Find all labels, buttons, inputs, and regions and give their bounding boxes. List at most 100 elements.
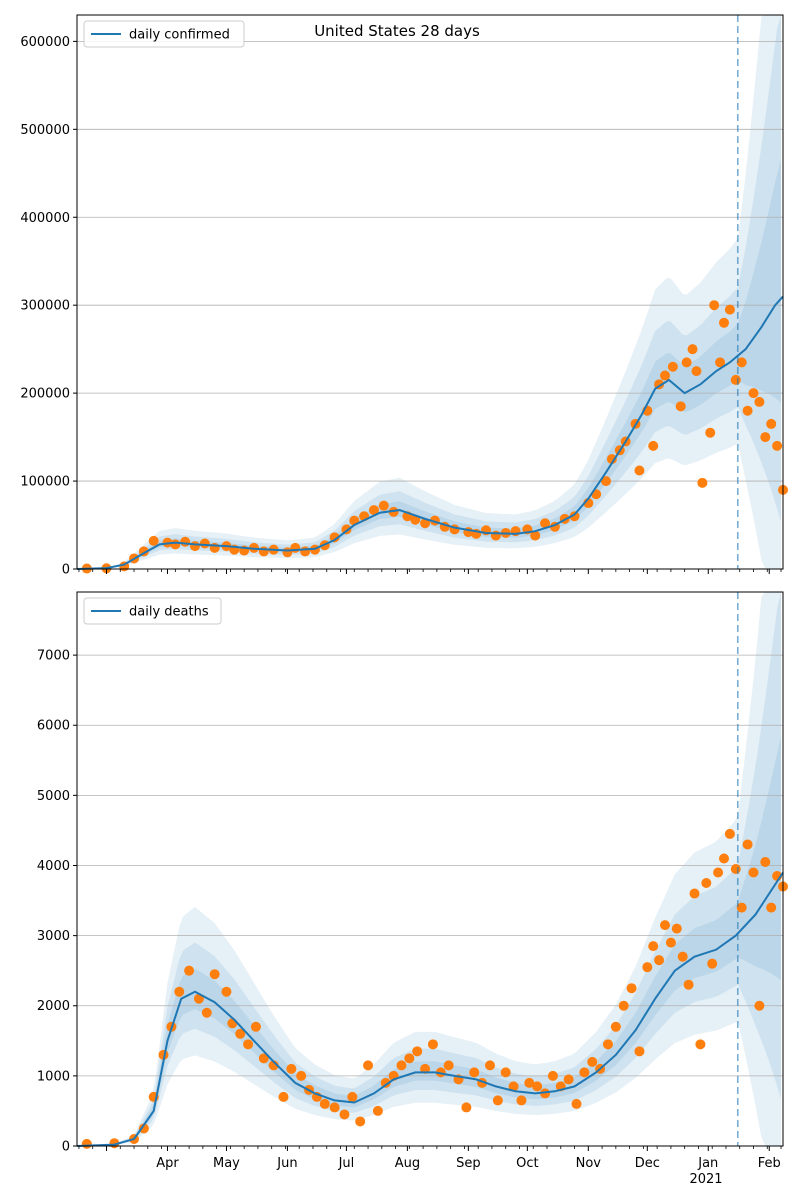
deaths-observation-point (278, 1091, 289, 1102)
deaths-observation-point (221, 986, 232, 997)
confirmed-observation-point (730, 374, 741, 385)
deaths-observation-point (372, 1105, 383, 1116)
confirmed-y-tick-label: 600000 (20, 35, 70, 50)
deaths-observation-point (748, 867, 759, 878)
deaths-legend: daily deaths (83, 597, 222, 625)
confirmed-observation-point (199, 538, 210, 549)
confirmed-observation-point (290, 542, 301, 553)
deaths-observation-point (766, 902, 777, 913)
deaths-observation-point (532, 1081, 543, 1092)
deaths-observation-point (642, 962, 653, 973)
deaths-observation-point (754, 1000, 765, 1011)
confirmed-observation-point (715, 357, 726, 368)
deaths-x-tick-label: Jun (276, 1156, 297, 1171)
deaths-x-tick-label: Oct (516, 1156, 538, 1171)
deaths-observation-point (618, 1000, 629, 1011)
deaths-observation-point (227, 1018, 238, 1029)
confirmed-observation-point (709, 300, 720, 311)
deaths-uncertainty-bands (77, 592, 782, 1146)
deaths-observation-point (461, 1102, 472, 1113)
confirmed-observation-point (329, 532, 340, 543)
deaths-observation-point (579, 1067, 590, 1078)
deaths-observation-point (654, 955, 665, 966)
confirmed-observation-point (601, 476, 612, 487)
deaths-y-tick-label: 2000 (37, 999, 70, 1014)
deaths-observation-point (563, 1074, 574, 1085)
confirmed-y-tick-label: 0 (62, 563, 70, 578)
deaths-observation-point (602, 1039, 613, 1050)
deaths-observation-point (516, 1095, 527, 1106)
confirmed-observation-point (634, 465, 645, 476)
confirmed-uncertainty-bands (77, 15, 782, 569)
deaths-observation-point (81, 1138, 92, 1149)
deaths-x-tick-label: May (213, 1156, 240, 1171)
deaths-band-1 (77, 592, 782, 1146)
deaths-observation-point (742, 839, 753, 850)
deaths-observation-point (363, 1060, 374, 1071)
confirmed-legend: daily confirmed (83, 20, 245, 48)
deaths-observation-point (500, 1067, 511, 1078)
deaths-x-tick-label: Apr (156, 1156, 179, 1171)
deaths-observation-point (713, 867, 724, 878)
deaths-observation-point (677, 951, 688, 962)
deaths-band-2 (77, 592, 782, 1146)
confirmed-observation-point (754, 396, 765, 407)
deaths-observation-point (634, 1046, 645, 1057)
confirmed-observation-point (748, 388, 759, 399)
confirmed-y-tick-label: 400000 (20, 211, 70, 226)
deaths-observation-point (243, 1039, 254, 1050)
deaths-x-tick-label: Nov (576, 1156, 602, 1171)
confirmed-observation-point (760, 432, 771, 443)
deaths-observation-point (707, 958, 718, 969)
deaths-observation-point (689, 888, 700, 899)
confirmed-observation-point (648, 440, 659, 451)
confirmed-panel: 0 100000 200000 300000 400000 500000 600000 da… (20, 14, 788, 578)
deaths-observation-point (258, 1053, 269, 1064)
deaths-x-ticks: Apr May Jun Jul Aug Sep Oct Nov Dec Jan Feb (78, 1146, 782, 1171)
deaths-legend-box (83, 597, 222, 625)
deaths-observation-point (347, 1091, 358, 1102)
deaths-x-tick-label: Aug (395, 1156, 420, 1171)
confirmed-observation-point (742, 405, 753, 416)
deaths-observation-point (396, 1060, 407, 1071)
deaths-observation-point (404, 1053, 415, 1064)
x-axis-year-label: 2021 (689, 1172, 722, 1187)
deaths-x-tick-label: Jul (338, 1156, 355, 1171)
confirmed-observation-point (675, 401, 686, 412)
deaths-observation-point (339, 1109, 350, 1120)
confirmed-legend-box (83, 20, 245, 48)
deaths-observation-point (724, 828, 735, 839)
confirmed-axes-frame (76, 14, 784, 570)
deaths-observation-point (701, 878, 712, 889)
confirmed-observation-point (660, 370, 671, 381)
deaths-observation-point (540, 1088, 551, 1099)
deaths-observation-point (469, 1067, 480, 1078)
confirmed-observation-point (378, 500, 389, 511)
deaths-observation-point (235, 1028, 246, 1039)
deaths-observation-point (660, 920, 671, 931)
deaths-model-line (76, 871, 784, 1147)
deaths-observation-point (427, 1039, 438, 1050)
deaths-observation-point (524, 1077, 535, 1088)
confirmed-observation-point (606, 454, 617, 465)
confirmed-observation-point (540, 518, 551, 529)
deaths-observation-point (296, 1070, 307, 1081)
deaths-y-tick-label: 4000 (37, 859, 70, 874)
confirmed-observation-point (569, 511, 580, 522)
deaths-observation-point (250, 1021, 261, 1032)
deaths-y-tick-label: 6000 (37, 719, 70, 734)
confirmed-observation-point (148, 535, 159, 546)
confirmed-observation-point (697, 477, 708, 488)
confirmed-observation-point (258, 546, 269, 557)
confirmed-y-ticks: 0 100000 200000 300000 400000 500000 600000 (20, 35, 77, 578)
deaths-observation-point (209, 969, 220, 980)
confirmed-legend-label: daily confirmed (129, 28, 230, 43)
deaths-observation-point (355, 1116, 366, 1127)
chart-title: United States 28 days (314, 22, 480, 40)
deaths-y-tick-label: 3000 (37, 929, 70, 944)
confirmed-observation-point (420, 518, 431, 529)
confirmed-observation-point (490, 530, 501, 541)
deaths-x-tick-label: Jan (697, 1156, 718, 1171)
confirmed-observation-point (681, 357, 692, 368)
